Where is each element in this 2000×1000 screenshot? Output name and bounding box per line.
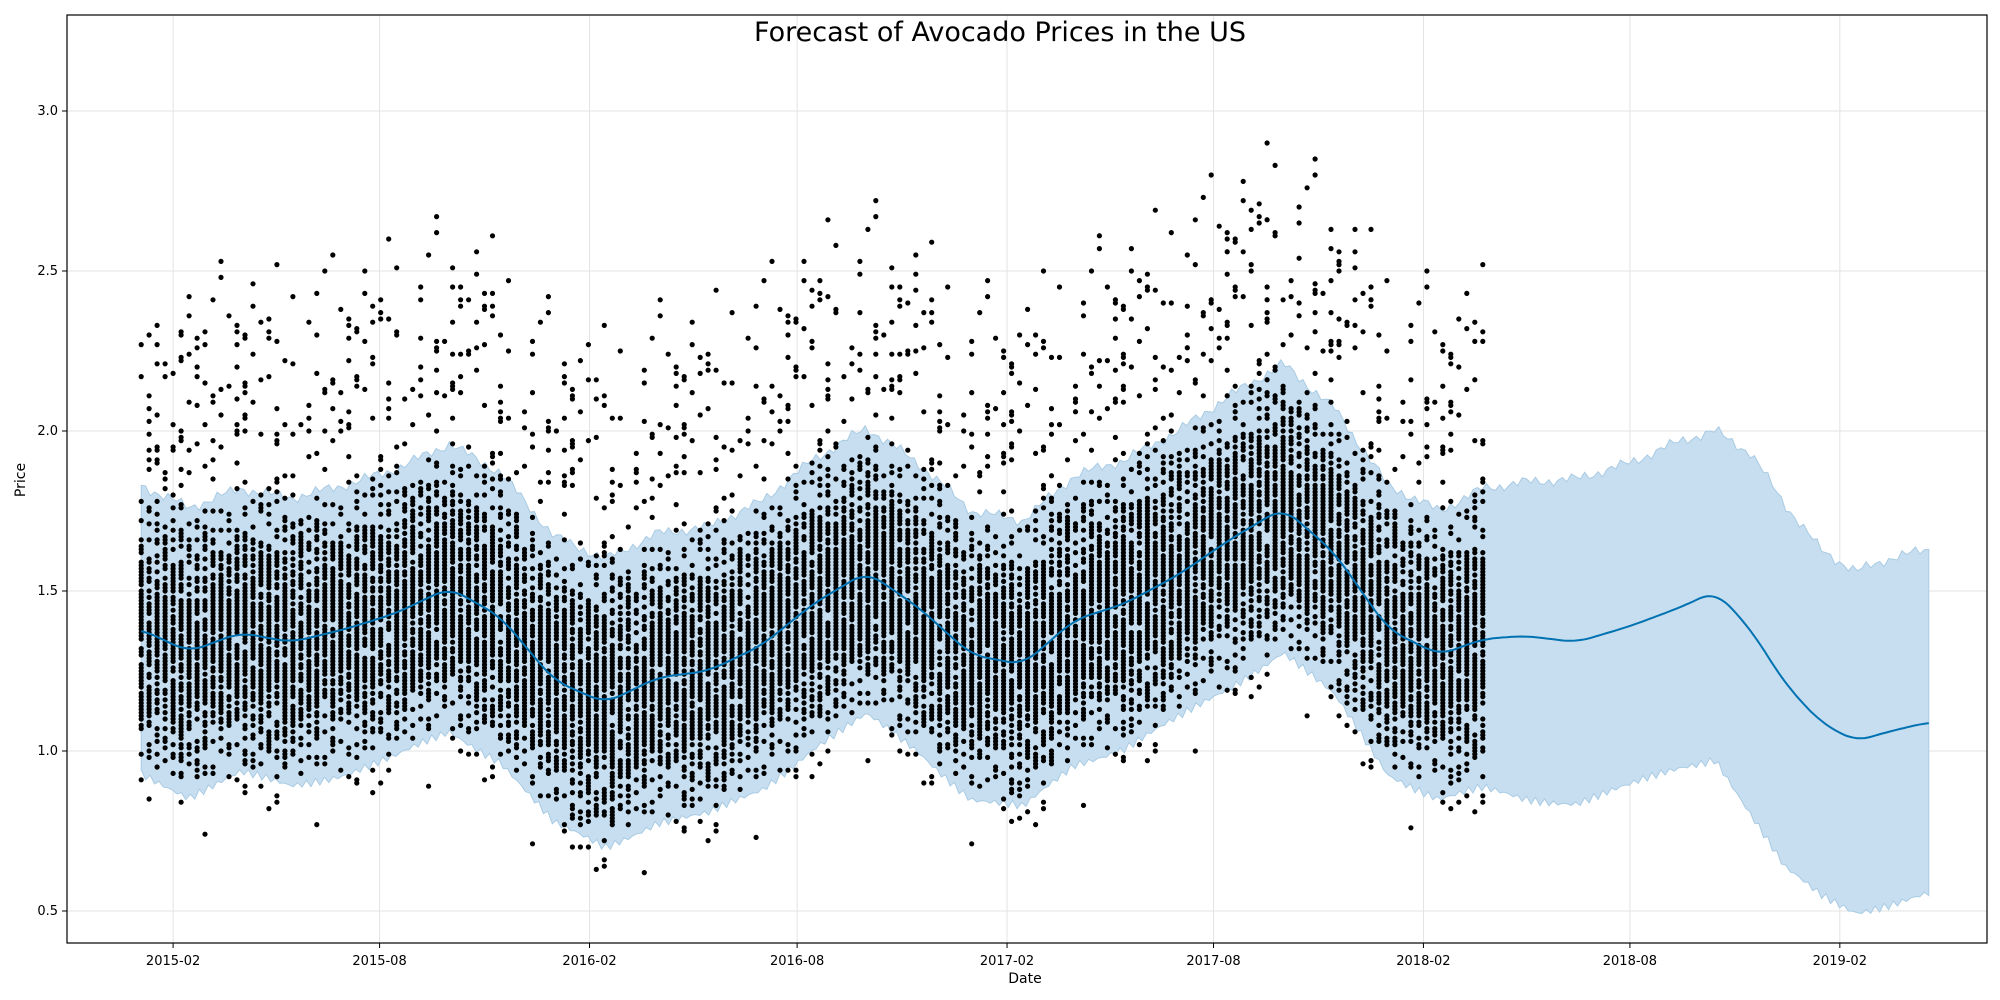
y-tick-label: 0.5 [37,904,58,919]
y-tick-label: 3.0 [37,104,58,119]
x-tick-label: 2015-08 [352,954,406,969]
y-tick-label: 1.0 [37,744,58,759]
x-tick-label: 2016-02 [562,954,616,969]
y-tick-label: 2.0 [37,424,58,439]
x-tick-label: 2017-08 [1186,954,1240,969]
observed-points [138,140,1486,876]
observed-point-cloud [138,140,1486,876]
forecast-line [140,512,1929,740]
x-tick-label: 2018-02 [1396,954,1450,969]
chart-title: Forecast of Avocado Prices in the US [754,17,1246,48]
axis-ticks: 2015-02 2015-08 2016-02 2016-08 2017-02 2017-… [37,104,1867,969]
x-tick-label: 2019-02 [1813,954,1867,969]
x-tick-label: 2017-02 [980,954,1034,969]
y-tick-label: 2.5 [37,264,58,279]
plot-frame [66,14,1988,944]
x-tick-label: 2015-02 [146,954,200,969]
x-tick-label: 2018-08 [1603,954,1657,969]
y-tick-label: 1.5 [37,584,58,599]
x-axis-label: Date [1008,971,1041,987]
y-axis-label: Price [13,463,29,497]
x-tick-label: 2016-08 [770,954,824,969]
